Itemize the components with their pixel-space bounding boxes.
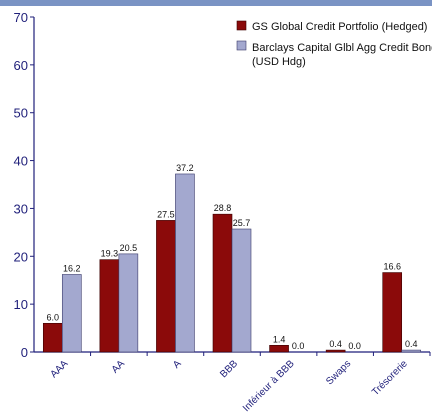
y-tick-label: 70 (14, 10, 28, 25)
data-label-barclays: 25.7 (233, 218, 251, 228)
data-label-barclays: 0.0 (292, 341, 305, 351)
legend-label-gs: GS Global Credit Portfolio (Hedged) (252, 21, 427, 33)
x-tick-label: A (171, 358, 184, 371)
legend-swatch-barclays (236, 40, 247, 51)
bar-barclays-0 (61, 274, 82, 353)
data-label-barclays: 0.0 (348, 341, 361, 351)
x-tick-label: Swaps (324, 358, 353, 387)
data-label-gs: 28.8 (214, 203, 232, 213)
bar-gs-6 (382, 272, 403, 353)
x-tick-label: Inférieur à BBB (241, 358, 297, 414)
data-label-barclays: 37.2 (176, 163, 194, 173)
y-tick-label: 40 (14, 154, 28, 169)
y-tick-label: 10 (14, 297, 28, 312)
top-accent-bar (0, 0, 432, 6)
y-tick-label: 50 (14, 106, 28, 121)
data-label-gs: 6.0 (47, 312, 60, 322)
data-label-gs: 0.4 (329, 339, 342, 349)
bar-barclays-1 (118, 253, 139, 353)
data-label-barclays: 0.4 (405, 339, 418, 349)
data-label-barclays: 16.2 (63, 263, 81, 273)
bar-gs-5 (325, 349, 346, 353)
chart-data-labels: 6.0 16.2 19.320.5 27.5 37.2 28.825.7 1.4 0.0 0.4… (47, 163, 418, 351)
chart-legend: GS Global Credit Portfolio (Hedged) Barc… (236, 20, 432, 68)
y-tick-label: 0 (21, 345, 28, 360)
y-tick-label: 60 (14, 58, 28, 73)
data-label-gs: 27.5 (157, 209, 175, 219)
data-label-barclays: 20.5 (120, 243, 138, 253)
bar-barclays-2 (175, 173, 195, 353)
bar-gs-4 (269, 344, 289, 353)
bar-barclays-3 (231, 228, 252, 353)
data-label-gs: 16.6 (383, 262, 401, 272)
x-tick-label: AAA (48, 358, 70, 380)
legend-label-barclays-line2: (USD Hdg) (252, 56, 306, 68)
data-label-gs: 19.3 (101, 249, 119, 259)
chart-bars (42, 173, 422, 353)
bar-barclays-6 (401, 349, 422, 353)
bar-gs-1 (99, 259, 120, 353)
bar-gs-2 (156, 220, 176, 353)
x-tick-label: AA (110, 358, 127, 375)
legend-swatch-gs (236, 20, 247, 31)
bar-gs-0 (42, 322, 63, 353)
x-tick-label: Trésorerie (370, 358, 410, 398)
legend-label-barclays-line1: Barclays Capital Glbl Agg Credit Bond In… (252, 42, 432, 54)
bar-gs-3 (212, 213, 233, 353)
y-tick-label: 30 (14, 201, 28, 216)
x-tick-label: BBB (218, 358, 240, 380)
y-tick-label: 20 (14, 249, 28, 264)
data-label-gs: 1.4 (273, 334, 286, 344)
